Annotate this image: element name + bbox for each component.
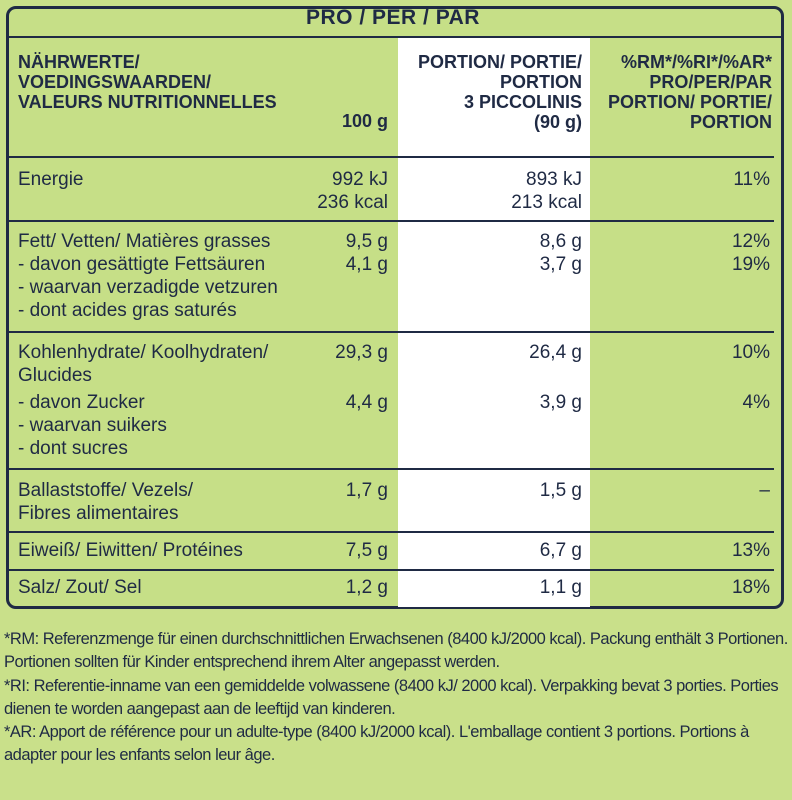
portion-column-highlight: [398, 36, 590, 607]
value-per-100g: 9,5 g: [345, 231, 388, 252]
nutrient-name: Fett/ Vetten/ Matières grasses: [18, 231, 271, 252]
nutrient-name: Energie: [18, 169, 84, 190]
value-per-100g: 992 kJ 236 kcal: [317, 169, 388, 213]
divider: [9, 468, 774, 470]
value-per-portion: 893 kJ 213 kcal: [511, 169, 582, 213]
value-ri: 19%: [731, 254, 770, 275]
divider: [9, 569, 774, 571]
header-nutrient: NÄHRWERTE/ VOEDINGSWAARDEN/ VALEURS NUTR…: [18, 52, 277, 112]
value-ri: 4%: [742, 392, 770, 413]
value-per-100g: 1,7 g: [345, 480, 388, 501]
value-ri: 12%: [731, 231, 770, 252]
value-per-portion: 3,7 g: [539, 254, 582, 275]
value-ri: –: [759, 480, 770, 501]
nutrient-name: Salz/ Zout/ Sel: [18, 577, 142, 598]
header-100g: 100 g: [341, 111, 388, 131]
value-per-portion: 1,1 g: [539, 577, 582, 598]
divider: [9, 220, 774, 222]
nutrient-name: - davon Zucker - waarvan suikers - dont …: [18, 392, 167, 459]
nutrient-name: Eiweiß/ Eiwitten/ Protéines: [18, 540, 243, 561]
value-ri: 11%: [733, 169, 770, 190]
nutrient-name: - davon gesättigte Fettsäuren - waarvan …: [18, 254, 278, 321]
nutrient-name: Ballaststoffe/ Vezels/ Fibres alimentair…: [18, 480, 193, 524]
value-ri: 18%: [731, 577, 770, 598]
value-per-100g: 1,2 g: [345, 577, 388, 598]
footnote-de: *RM: Referenzmenge für einen durchschnit…: [4, 630, 788, 672]
value-per-portion: 1,5 g: [539, 480, 582, 501]
header-ri: %RM*/%RI*/%AR* PRO/PER/PAR PORTION/ PORT…: [607, 52, 772, 132]
value-per-100g: 29,3 g: [335, 342, 388, 363]
value-ri: 13%: [731, 540, 770, 561]
value-per-portion: 8,6 g: [539, 231, 582, 252]
header-portion: PORTION/ PORTIE/ PORTION 3 PICCOLINIS (9…: [417, 52, 582, 132]
divider: [9, 156, 774, 158]
value-per-portion: 3,9 g: [539, 392, 582, 413]
nutrition-table: [6, 6, 784, 609]
per-title: PRO / PER / PAR: [306, 6, 480, 29]
nutrient-name: Kohlenhydrate/ Koolhydraten/ Glucides: [18, 342, 269, 386]
value-ri: 10%: [731, 342, 770, 363]
footnote-fr: *AR: Apport de référence pour un adulte-…: [4, 723, 749, 765]
footnote-nl: *RI: Referentie-inname van een gemiddeld…: [4, 676, 779, 718]
value-per-100g: 4,1 g: [345, 254, 388, 275]
per-title-bar: [6, 6, 781, 38]
value-per-portion: 26,4 g: [529, 342, 582, 363]
value-per-portion: 6,7 g: [539, 540, 582, 561]
value-per-100g: 4,4 g: [345, 392, 388, 413]
value-per-100g: 7,5 g: [345, 540, 388, 561]
divider: [9, 331, 774, 333]
divider: [9, 531, 774, 533]
footnotes: *RM: Referenzmenge für einen durchschnit…: [4, 628, 788, 768]
